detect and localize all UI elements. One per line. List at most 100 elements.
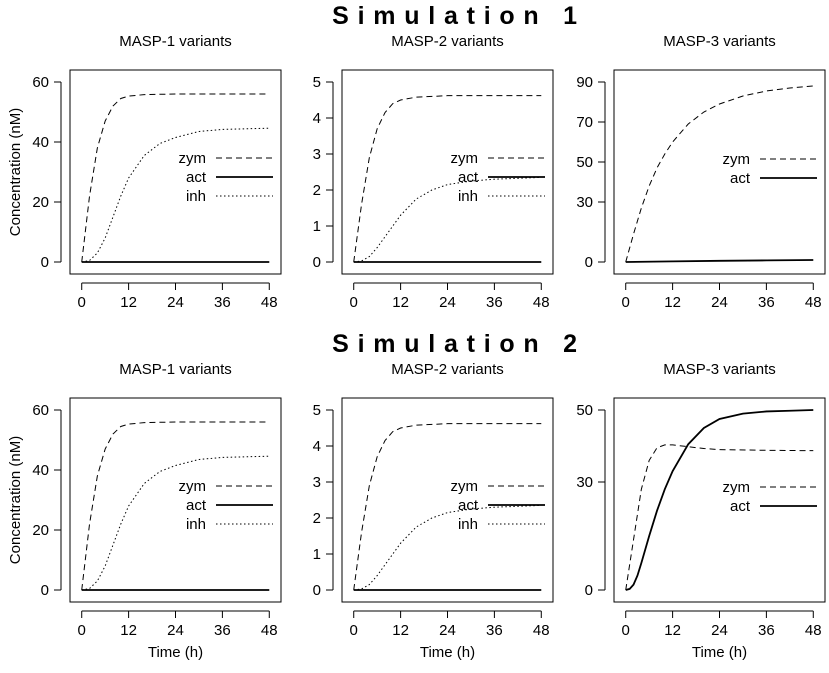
x-tick-label: 36	[214, 294, 231, 311]
legend-label-inh: inh	[186, 188, 206, 205]
y-tick-label: 20	[32, 194, 49, 211]
x-tick-label: 12	[392, 294, 409, 311]
panel-title: MASP-1 variants	[119, 361, 232, 378]
panel-title: MASP-3 variants	[663, 361, 776, 378]
panel-title: MASP-3 variants	[663, 33, 776, 50]
x-tick-label: 0	[78, 622, 86, 639]
y-tick-label: 60	[32, 74, 49, 91]
x-tick-label: 36	[486, 294, 503, 311]
legend-label-zym: zym	[179, 478, 207, 495]
y-tick-label: 0	[41, 582, 49, 599]
x-tick-label: 12	[664, 294, 681, 311]
plot-frame	[69, 397, 282, 603]
y-tick-label: 30	[576, 474, 593, 491]
plot-frame	[341, 397, 554, 603]
x-tick-label: 36	[486, 622, 503, 639]
x-tick-label: 0	[350, 622, 358, 639]
y-tick-label: 1	[313, 218, 321, 235]
series-inh-line	[353, 504, 542, 591]
y-tick-label: 0	[313, 582, 321, 599]
simulation-1-title: Simulation 1	[332, 2, 586, 30]
plot-frame	[69, 69, 282, 275]
y-tick-label: 40	[32, 134, 49, 151]
chart-panel-3: MASP-3 variants 0 12 24 36 48 0 30 50 70 90 zym act	[576, 33, 826, 311]
x-tick-label: 12	[664, 622, 681, 639]
y-tick-label: 2	[313, 510, 321, 527]
y-axis-label: Concentration (nM)	[7, 436, 24, 564]
chart-panel-6: MASP-3 variants 0 12 24 36 48 0 30 50 Time (h) zym…	[576, 361, 826, 661]
x-tick-label: 24	[167, 622, 184, 639]
x-tick-label: 0	[622, 622, 630, 639]
series-inh-line	[81, 127, 270, 263]
series-inh-line	[353, 176, 542, 263]
legend-label-act: act	[730, 498, 751, 515]
y-tick-label: 0	[585, 582, 593, 599]
plot-frame	[341, 69, 554, 275]
x-tick-label: 48	[261, 622, 278, 639]
x-tick-label: 48	[805, 294, 822, 311]
x-tick-label: 24	[711, 622, 728, 639]
x-tick-label: 36	[758, 622, 775, 639]
y-tick-label: 0	[41, 254, 49, 271]
y-tick-label: 30	[576, 194, 593, 211]
legend-label-zym: zym	[723, 151, 751, 168]
series-zym-line	[81, 93, 270, 263]
y-tick-label: 20	[32, 522, 49, 539]
x-tick-label: 0	[622, 294, 630, 311]
y-tick-label: 1	[313, 546, 321, 563]
panel-title: MASP-1 variants	[119, 33, 232, 50]
series-zym-line	[353, 423, 542, 591]
plot-frame	[613, 397, 826, 603]
legend-label-act: act	[186, 169, 207, 186]
series-zym-line	[625, 85, 814, 263]
y-tick-label: 90	[576, 74, 593, 91]
x-tick-label: 48	[533, 622, 550, 639]
x-tick-label: 12	[120, 622, 137, 639]
y-tick-label: 5	[313, 402, 321, 419]
legend-label-act: act	[730, 170, 751, 187]
x-tick-label: 12	[392, 622, 409, 639]
series-zym-line	[625, 444, 814, 591]
legend-label-inh: inh	[186, 516, 206, 533]
x-tick-label: 24	[711, 294, 728, 311]
legend-label-zym: zym	[451, 478, 479, 495]
series-zym-line	[81, 421, 270, 591]
y-tick-label: 3	[313, 474, 321, 491]
y-tick-label: 60	[32, 402, 49, 419]
x-tick-label: 48	[261, 294, 278, 311]
y-tick-label: 50	[576, 402, 593, 419]
chart-panel-4: MASP-1 variants 0 12 24 36 48 0 20 40 60 Concentra…	[7, 361, 282, 661]
series-zym-line	[353, 95, 542, 263]
y-tick-label: 5	[313, 74, 321, 91]
legend-label-zym: zym	[723, 479, 751, 496]
x-axis-label: Time (h)	[420, 644, 475, 661]
y-tick-label: 40	[32, 462, 49, 479]
x-tick-label: 48	[805, 622, 822, 639]
y-tick-label: 3	[313, 146, 321, 163]
series-inh-line	[81, 455, 270, 591]
y-tick-label: 0	[585, 254, 593, 271]
y-tick-label: 4	[313, 438, 321, 455]
x-tick-label: 12	[120, 294, 137, 311]
legend-label-act: act	[458, 497, 479, 514]
x-tick-label: 48	[533, 294, 550, 311]
chart-panel-1: MASP-1 variants 0 12 24 36 48 0 20 40 60 Concentra…	[7, 33, 282, 311]
x-axis-label: Time (h)	[148, 644, 203, 661]
legend-label-act: act	[186, 497, 207, 514]
plot-frame	[613, 69, 826, 275]
y-tick-label: 0	[313, 254, 321, 271]
x-axis-label: Time (h)	[692, 644, 747, 661]
legend-label-inh: inh	[458, 188, 478, 205]
y-tick-label: 50	[576, 154, 593, 171]
y-tick-label: 2	[313, 182, 321, 199]
y-tick-label: 70	[576, 114, 593, 131]
series-act-line	[625, 409, 814, 591]
y-tick-label: 4	[313, 110, 321, 127]
legend-label-inh: inh	[458, 516, 478, 533]
x-tick-label: 24	[167, 294, 184, 311]
x-tick-label: 0	[350, 294, 358, 311]
